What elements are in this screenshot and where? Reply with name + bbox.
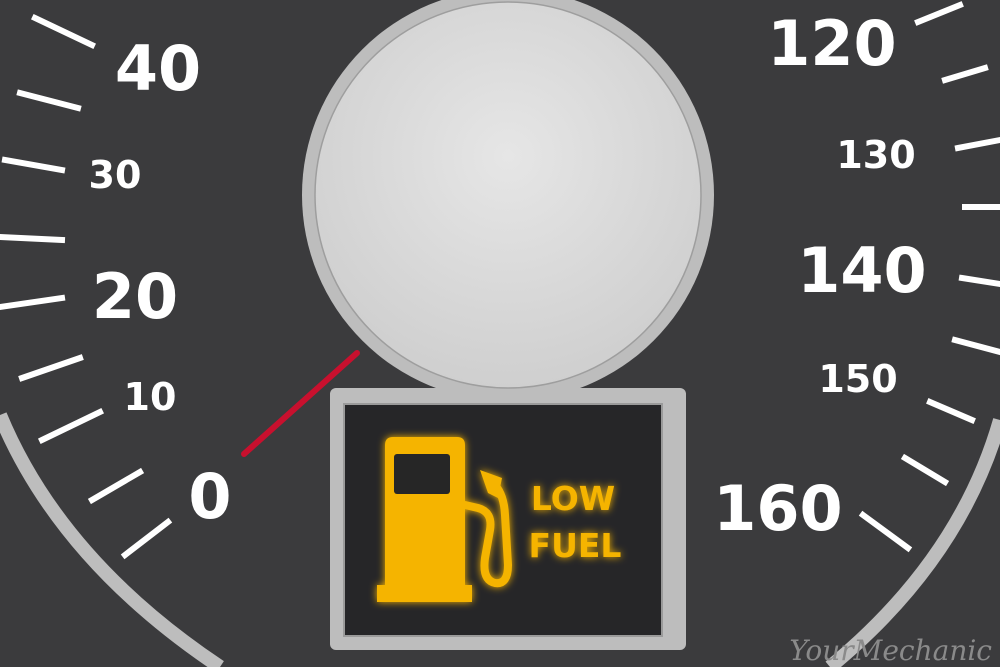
tick [900, 453, 950, 487]
tick [958, 274, 1000, 288]
center-cap [314, 1, 702, 389]
tick [951, 336, 1000, 356]
gauge-label-20: 20 [92, 260, 178, 333]
gauge-label-40: 40 [115, 32, 201, 105]
tick [954, 136, 1000, 152]
tick [87, 467, 145, 505]
gauge-label-140: 140 [797, 234, 926, 307]
right-bezel [825, 418, 1000, 667]
gauge-label-0: 0 [188, 460, 231, 533]
tick [914, 1, 964, 26]
tick [926, 398, 976, 424]
tick [941, 64, 989, 84]
fuel-pump-icon [377, 437, 512, 602]
gauge-label-30: 30 [89, 153, 142, 197]
warning-label-line1: LOW [531, 479, 615, 518]
warning-panel: LOW FUEL [343, 403, 663, 637]
right-ticks [858, 1, 1000, 553]
tick [858, 510, 913, 553]
gauge-label-10: 10 [124, 375, 177, 419]
tick [31, 14, 96, 49]
warning-label-line2: FUEL [529, 526, 622, 565]
left-ticks [0, 14, 173, 560]
tick [16, 89, 82, 112]
tick [0, 294, 66, 311]
gauge-label-160: 160 [713, 472, 842, 545]
gauge-label-150: 150 [818, 357, 897, 401]
watermark-logo: YourMechanic [789, 634, 992, 667]
speed-needle [241, 350, 360, 457]
gauge-label-120: 120 [767, 7, 896, 80]
tick [18, 354, 84, 382]
tick [0, 233, 66, 244]
tick [120, 517, 173, 560]
tick [37, 407, 105, 445]
tick [1, 156, 66, 174]
left-bezel [0, 412, 224, 667]
gauge-label-130: 130 [836, 133, 915, 177]
